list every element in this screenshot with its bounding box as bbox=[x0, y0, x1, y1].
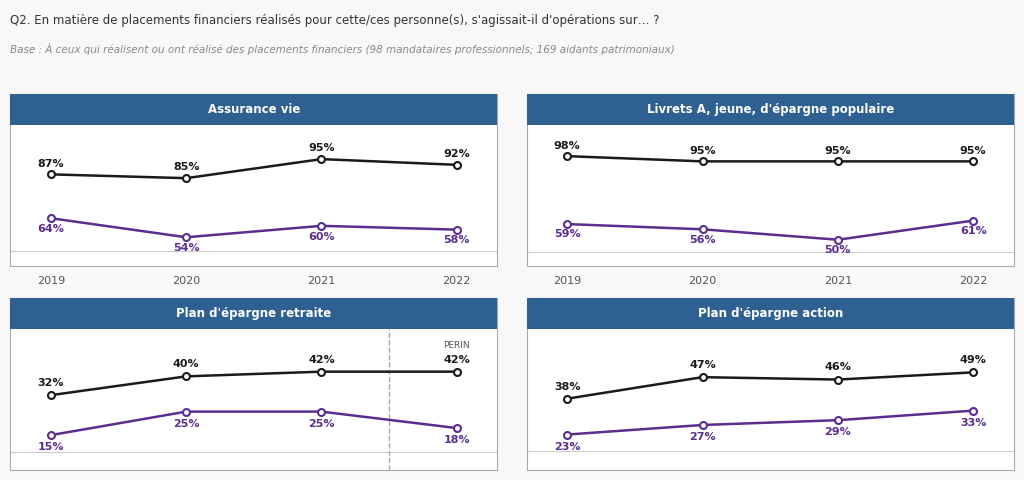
Text: 40%: 40% bbox=[173, 360, 200, 369]
FancyBboxPatch shape bbox=[10, 94, 498, 125]
Text: 27%: 27% bbox=[689, 432, 716, 442]
Text: 46%: 46% bbox=[824, 362, 851, 372]
Text: 42%: 42% bbox=[308, 355, 335, 365]
Text: 47%: 47% bbox=[689, 360, 716, 370]
Text: 61%: 61% bbox=[959, 226, 986, 236]
Text: 32%: 32% bbox=[38, 378, 65, 388]
Text: 95%: 95% bbox=[959, 146, 986, 156]
FancyBboxPatch shape bbox=[526, 298, 1014, 329]
Text: Assurance vie: Assurance vie bbox=[208, 103, 300, 116]
Text: 49%: 49% bbox=[959, 355, 986, 365]
Text: Professionnels: Professionnels bbox=[410, 96, 489, 106]
Text: Q2. En matière de placements financiers réalisés pour cette/ces personne(s), s'a: Q2. En matière de placements financiers … bbox=[10, 14, 659, 27]
Text: Aidants: Aidants bbox=[635, 96, 677, 106]
Text: 95%: 95% bbox=[824, 146, 851, 156]
Text: Base : À ceux qui réalisent ou ont réalisé des placements financiers (98 mandata: Base : À ceux qui réalisent ou ont réali… bbox=[10, 43, 675, 55]
Text: 85%: 85% bbox=[173, 162, 200, 172]
Text: 33%: 33% bbox=[959, 418, 986, 428]
Text: 59%: 59% bbox=[554, 229, 581, 240]
Text: 56%: 56% bbox=[689, 235, 716, 244]
Text: 54%: 54% bbox=[173, 243, 200, 253]
FancyBboxPatch shape bbox=[526, 94, 1014, 125]
FancyBboxPatch shape bbox=[10, 298, 498, 329]
Text: 42%: 42% bbox=[443, 355, 470, 365]
Text: 23%: 23% bbox=[554, 442, 581, 452]
Text: PERIN: PERIN bbox=[443, 341, 470, 350]
Text: 25%: 25% bbox=[173, 419, 200, 429]
Text: 50%: 50% bbox=[824, 245, 851, 255]
Text: 60%: 60% bbox=[308, 231, 335, 241]
Text: 95%: 95% bbox=[308, 144, 335, 154]
Text: 58%: 58% bbox=[443, 235, 470, 245]
Text: 92%: 92% bbox=[443, 149, 470, 159]
Text: 25%: 25% bbox=[308, 419, 335, 429]
Text: 29%: 29% bbox=[824, 427, 851, 437]
Text: Plan d'épargne retraite: Plan d'épargne retraite bbox=[176, 307, 332, 320]
Text: 98%: 98% bbox=[554, 141, 581, 151]
Text: Livrets A, jeune, d'épargne populaire: Livrets A, jeune, d'épargne populaire bbox=[646, 103, 894, 116]
Text: 18%: 18% bbox=[443, 435, 470, 445]
Text: Plan d'épargne action: Plan d'épargne action bbox=[697, 307, 843, 320]
Text: 95%: 95% bbox=[689, 146, 716, 156]
Text: 15%: 15% bbox=[38, 442, 65, 452]
Text: 64%: 64% bbox=[38, 224, 65, 234]
Text: 87%: 87% bbox=[38, 159, 65, 168]
Text: 38%: 38% bbox=[554, 382, 581, 392]
